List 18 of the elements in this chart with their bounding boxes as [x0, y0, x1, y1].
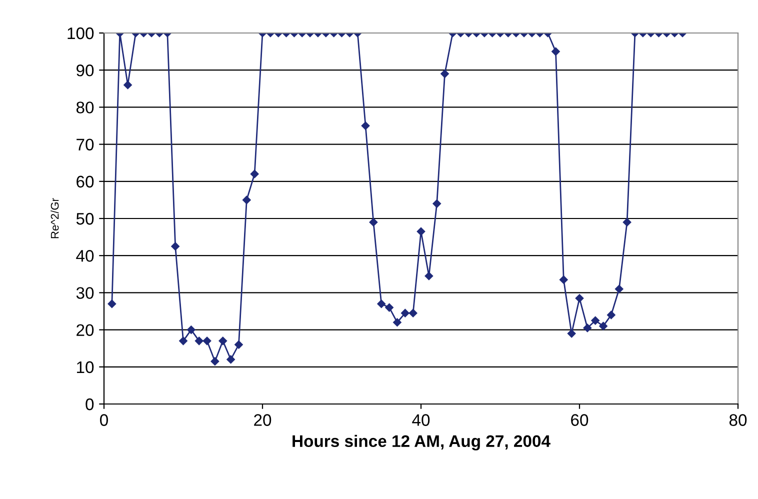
y-tick-label: 60 — [76, 176, 94, 188]
y-tick-label: 90 — [76, 64, 94, 76]
x-tick-label: 0 — [100, 414, 108, 426]
y-tick-label: 70 — [76, 138, 94, 151]
y-tick-label: 100 — [68, 27, 94, 40]
y-tick-label: 30 — [76, 287, 94, 299]
y-tick-label: 20 — [76, 324, 94, 336]
y-tick-label: 80 — [76, 102, 94, 114]
x-tick-label: 80 — [729, 414, 747, 426]
y-tick-label: 40 — [76, 250, 94, 262]
x-tick-label: 20 — [254, 414, 272, 426]
x-tick-label: 40 — [412, 414, 430, 426]
y-tick-label: 10 — [77, 361, 94, 374]
x-axis-title: Hours since 12 AM, Aug 27, 2004 — [292, 434, 550, 450]
y-tick-label: 50 — [76, 212, 94, 225]
y-axis-title: Re^2/Gr — [50, 198, 59, 238]
y-tick-label: 0 — [86, 398, 94, 410]
x-tick-label: 60 — [571, 414, 588, 426]
